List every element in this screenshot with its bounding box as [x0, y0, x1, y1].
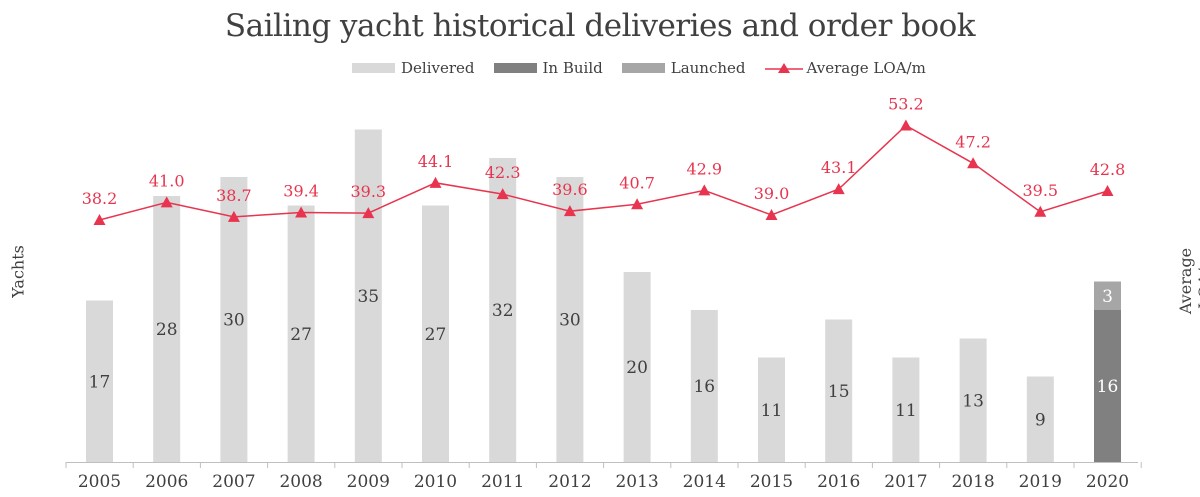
- loa-marker: [1034, 205, 1047, 217]
- bar-value-label: 27: [290, 325, 312, 345]
- bar-delivered: [1026, 376, 1054, 462]
- bar-value-label: 20: [626, 358, 648, 378]
- bar-delivered: [690, 310, 718, 462]
- loa-value-label: 39.6: [552, 180, 588, 199]
- legend-swatch: [493, 63, 537, 73]
- x-tick-label: 2009: [347, 472, 390, 492]
- chart-title: Sailing yacht historical deliveries and …: [224, 8, 976, 44]
- loa-value-label: 41.0: [149, 171, 185, 190]
- bar-delivered: [623, 272, 651, 462]
- x-tick-label: 2015: [750, 472, 793, 492]
- bar-delivered: [287, 205, 315, 462]
- bar-delivered: [758, 357, 785, 462]
- bar-launched: [1094, 281, 1121, 310]
- legend-item: In Build: [493, 59, 603, 77]
- bar-value-label: 15: [828, 382, 850, 402]
- bar-value-label: 13: [962, 391, 984, 411]
- x-tick-label: 2011: [481, 472, 524, 492]
- loa-value-label: 38.7: [216, 186, 252, 205]
- bar-value-label: 17: [89, 372, 111, 392]
- bar-delivered: [422, 205, 449, 462]
- loa-line: [99, 124, 1108, 221]
- bar-delivered: [220, 177, 248, 462]
- loa-marker: [227, 210, 240, 222]
- x-tick-label: 2018: [951, 472, 994, 492]
- legend-swatch: [621, 63, 665, 73]
- bar-value-label: 28: [156, 320, 178, 340]
- x-tick-label: 2016: [817, 472, 860, 492]
- bar-value-label: 30: [559, 311, 581, 331]
- bar-delivered: [892, 357, 920, 462]
- loa-value-label: 47.2: [955, 132, 991, 151]
- x-tick-label: 2005: [78, 472, 121, 492]
- bar-value-label: 9: [1035, 410, 1046, 430]
- loa-marker: [160, 196, 173, 208]
- bar-delivered: [959, 338, 987, 462]
- loa-value-label: 44.1: [418, 152, 454, 171]
- loa-marker: [832, 183, 845, 195]
- bar-delivered: [825, 319, 853, 462]
- loa-value-label: 43.1: [821, 158, 857, 177]
- x-tick-label: 2019: [1019, 472, 1062, 492]
- bar-delivered: [86, 300, 113, 462]
- x-tick-label: 2020: [1086, 472, 1129, 492]
- loa-marker: [899, 119, 912, 131]
- loa-marker: [295, 206, 308, 218]
- loa-marker: [967, 157, 980, 169]
- legend-item: Launched: [621, 59, 746, 77]
- legend-label: Delivered: [401, 59, 475, 77]
- loa-value-label: 39.0: [754, 184, 790, 203]
- legend-item: Average LOA/m: [764, 59, 926, 77]
- legend-label: Launched: [670, 59, 746, 77]
- bar-value-label: 32: [492, 301, 514, 321]
- x-tick-label: 2012: [548, 472, 591, 492]
- bar-value-label: 16: [1097, 377, 1119, 397]
- loa-value-label: 42.9: [686, 159, 722, 178]
- x-tick-label: 2010: [414, 472, 457, 492]
- loa-value-label: 38.2: [82, 189, 118, 208]
- loa-marker: [362, 207, 375, 219]
- bar-value-label: 3: [1102, 287, 1113, 307]
- loa-marker: [496, 188, 509, 200]
- x-tick-label: 2017: [884, 472, 927, 492]
- loa-value-label: 39.3: [350, 182, 386, 201]
- legend-label: Average LOA/m: [806, 59, 926, 77]
- x-tick-label: 2013: [615, 472, 658, 492]
- loa-marker: [563, 205, 576, 217]
- bar-delivered: [489, 158, 517, 462]
- loa-value-label: 42.8: [1090, 160, 1126, 179]
- bar-in-build: [1094, 310, 1121, 462]
- bar-value-label: 30: [223, 311, 245, 331]
- bar-value-label: 11: [761, 401, 783, 421]
- x-tick-label: 2006: [145, 472, 188, 492]
- bar-delivered: [556, 177, 584, 462]
- loa-value-label: 40.7: [619, 173, 655, 192]
- loa-value-label: 39.4: [283, 181, 319, 200]
- bar-delivered: [153, 196, 181, 462]
- bar-value-label: 16: [693, 377, 715, 397]
- x-tick-label: 2014: [683, 472, 726, 492]
- bar-value-label: 11: [895, 401, 917, 421]
- loa-marker: [631, 198, 644, 210]
- legend-item: Delivered: [352, 59, 475, 77]
- legend: Delivered In Build Launched Average LOA/m: [352, 58, 945, 78]
- legend-label: In Build: [542, 59, 603, 77]
- loa-value-label: 53.2: [888, 95, 924, 114]
- loa-marker: [698, 184, 711, 196]
- loa-marker: [93, 214, 106, 225]
- bar-value-label: 27: [425, 325, 447, 345]
- legend-line-marker: [764, 62, 803, 74]
- x-tick-label: 2008: [279, 472, 322, 492]
- bar-delivered: [354, 129, 382, 462]
- x-tick-label: 2007: [212, 472, 255, 492]
- legend-swatch: [352, 63, 395, 73]
- loa-marker: [1101, 185, 1114, 197]
- loa-value-label: 39.5: [1022, 181, 1058, 200]
- loa-marker: [429, 176, 442, 188]
- bar-value-label: 35: [357, 287, 379, 307]
- loa-marker: [765, 208, 778, 220]
- loa-value-label: 42.3: [485, 163, 521, 182]
